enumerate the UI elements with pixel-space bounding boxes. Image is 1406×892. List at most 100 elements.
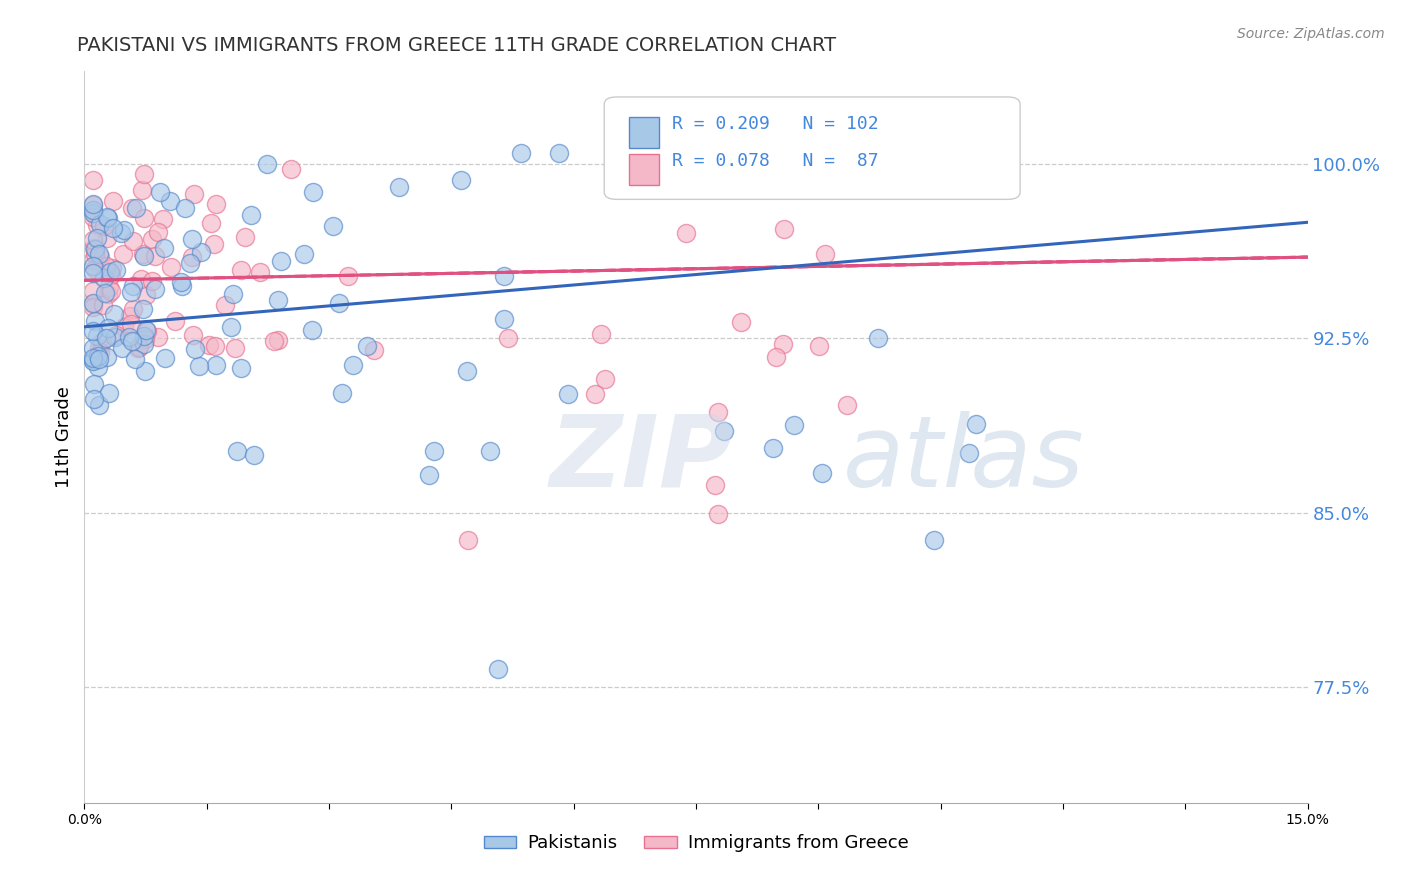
Point [97, 211, 120, 225]
Point [96, 231, 118, 245]
Point [97, 287, 120, 301]
Point [141, 274, 163, 288]
Point [145, 249, 167, 263]
Point [82, 297, 104, 311]
Point [128, 340, 150, 354]
Point [82, 284, 104, 298]
Point [105, 263, 128, 277]
Point [224, 341, 246, 355]
Point [87, 398, 110, 412]
Text: atlas: atlas [842, 410, 1084, 508]
Text: ZIP: ZIP [550, 410, 733, 508]
Point [772, 221, 794, 235]
Point [101, 261, 124, 276]
Point [204, 339, 226, 353]
Point [202, 237, 225, 252]
Point [101, 194, 124, 209]
Point [86, 231, 108, 245]
Point [457, 533, 479, 548]
Point [835, 398, 858, 412]
Point [388, 180, 411, 194]
Point [127, 342, 149, 356]
Point [120, 317, 142, 331]
Point [132, 249, 155, 263]
Point [143, 282, 166, 296]
Point [86, 329, 108, 343]
Point [336, 268, 359, 283]
Point [170, 275, 193, 289]
Point [122, 279, 145, 293]
Point [418, 468, 440, 483]
Point [225, 444, 247, 458]
Point [270, 254, 292, 268]
Point [82, 253, 104, 268]
Point [96, 210, 118, 224]
Point [82, 341, 104, 355]
Point [134, 328, 156, 343]
Point [82, 197, 104, 211]
Point [132, 211, 155, 225]
Point [129, 272, 152, 286]
Point [93, 219, 115, 234]
Point [134, 364, 156, 378]
Point [87, 341, 110, 355]
Point [190, 244, 212, 259]
Point [87, 351, 110, 366]
Point [100, 284, 122, 298]
Point [124, 352, 146, 367]
Point [342, 358, 364, 372]
Point [84, 242, 107, 256]
Point [163, 314, 186, 328]
Legend: Pakistanis, Immigrants from Greece: Pakistanis, Immigrants from Greece [477, 827, 915, 860]
Point [82, 324, 104, 338]
Point [134, 167, 156, 181]
Point [922, 533, 945, 547]
Point [118, 309, 141, 323]
Point [200, 216, 222, 230]
Point [492, 312, 515, 326]
Point [249, 265, 271, 279]
Point [148, 185, 170, 199]
Point [363, 343, 385, 357]
Point [121, 285, 143, 300]
Point [152, 212, 174, 227]
Point [486, 662, 509, 676]
Point [82, 197, 104, 211]
Point [135, 324, 157, 338]
Point [811, 466, 834, 480]
Point [112, 223, 135, 237]
Point [104, 330, 127, 344]
Point [583, 387, 606, 401]
Point [84, 314, 107, 328]
Point [83, 392, 105, 406]
Point [97, 280, 120, 294]
Point [105, 327, 128, 342]
Point [219, 320, 242, 334]
Point [814, 247, 837, 261]
Point [183, 343, 205, 357]
Point [866, 331, 889, 345]
Point [86, 218, 108, 232]
Point [141, 232, 163, 246]
Point [125, 202, 148, 216]
Point [112, 320, 135, 334]
Point [153, 351, 176, 366]
Point [706, 405, 728, 419]
Point [82, 210, 104, 224]
Point [97, 321, 120, 335]
Point [132, 337, 155, 351]
Point [183, 186, 205, 201]
Point [110, 226, 132, 240]
Point [84, 262, 107, 277]
Point [98, 264, 121, 278]
Point [267, 333, 290, 347]
Point [89, 345, 111, 359]
Point [229, 361, 252, 376]
FancyBboxPatch shape [605, 97, 1021, 200]
Point [762, 442, 785, 456]
Point [134, 332, 156, 346]
Point [121, 334, 143, 348]
Point [280, 162, 302, 177]
Point [256, 157, 278, 171]
Point [135, 288, 157, 302]
